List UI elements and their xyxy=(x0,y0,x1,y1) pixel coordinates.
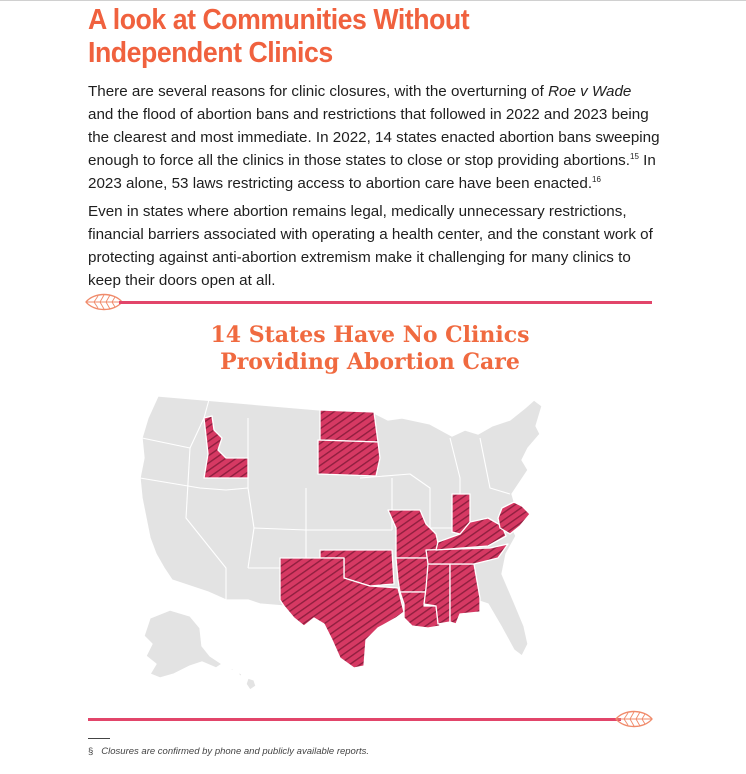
indiana xyxy=(451,493,471,535)
footnote: § Closures are confirmed by phone and pub… xyxy=(88,746,369,757)
map-title-line: Providing Abortion Care xyxy=(220,349,520,375)
section-divider xyxy=(119,301,652,304)
section-divider xyxy=(88,718,621,721)
map-title: 14 States Have No Clinics Providing Abor… xyxy=(170,322,570,376)
paragraph-text: and the flood of abortion bans and restr… xyxy=(88,106,660,169)
footnote-mark: § xyxy=(88,746,94,757)
top-border xyxy=(0,0,746,1)
leaf-icon xyxy=(615,710,653,728)
map-title-line: 14 States Have No Clinics xyxy=(210,322,530,348)
paragraph-text: There are several reasons for clinic clo… xyxy=(88,83,549,100)
texas xyxy=(279,557,405,669)
footnote-ref: 16 xyxy=(592,174,601,184)
highlighted-states xyxy=(203,409,531,669)
alabama xyxy=(449,563,481,625)
footnote-divider xyxy=(88,738,110,739)
intro-paragraph: There are several reasons for clinic clo… xyxy=(88,80,660,195)
tennessee xyxy=(425,543,509,565)
footnote-text: Closures are confirmed by phone and publ… xyxy=(101,746,370,757)
page-heading: A look at Communities Without Independen… xyxy=(88,4,470,69)
footnote-ref: 15 xyxy=(630,151,639,161)
case-name: Roe v Wade xyxy=(548,83,632,100)
us-map xyxy=(139,395,543,691)
west-virginia xyxy=(497,501,531,535)
barriers-paragraph: Even in states where abortion remains le… xyxy=(88,203,653,289)
paragraph-text: In 2023 alone, 53 laws restricting acces… xyxy=(88,152,656,192)
north-dakota xyxy=(319,409,379,443)
leaf-icon xyxy=(85,293,123,311)
hawaii xyxy=(229,667,257,691)
south-dakota xyxy=(317,439,381,477)
idaho xyxy=(203,415,249,479)
alaska xyxy=(143,609,223,679)
